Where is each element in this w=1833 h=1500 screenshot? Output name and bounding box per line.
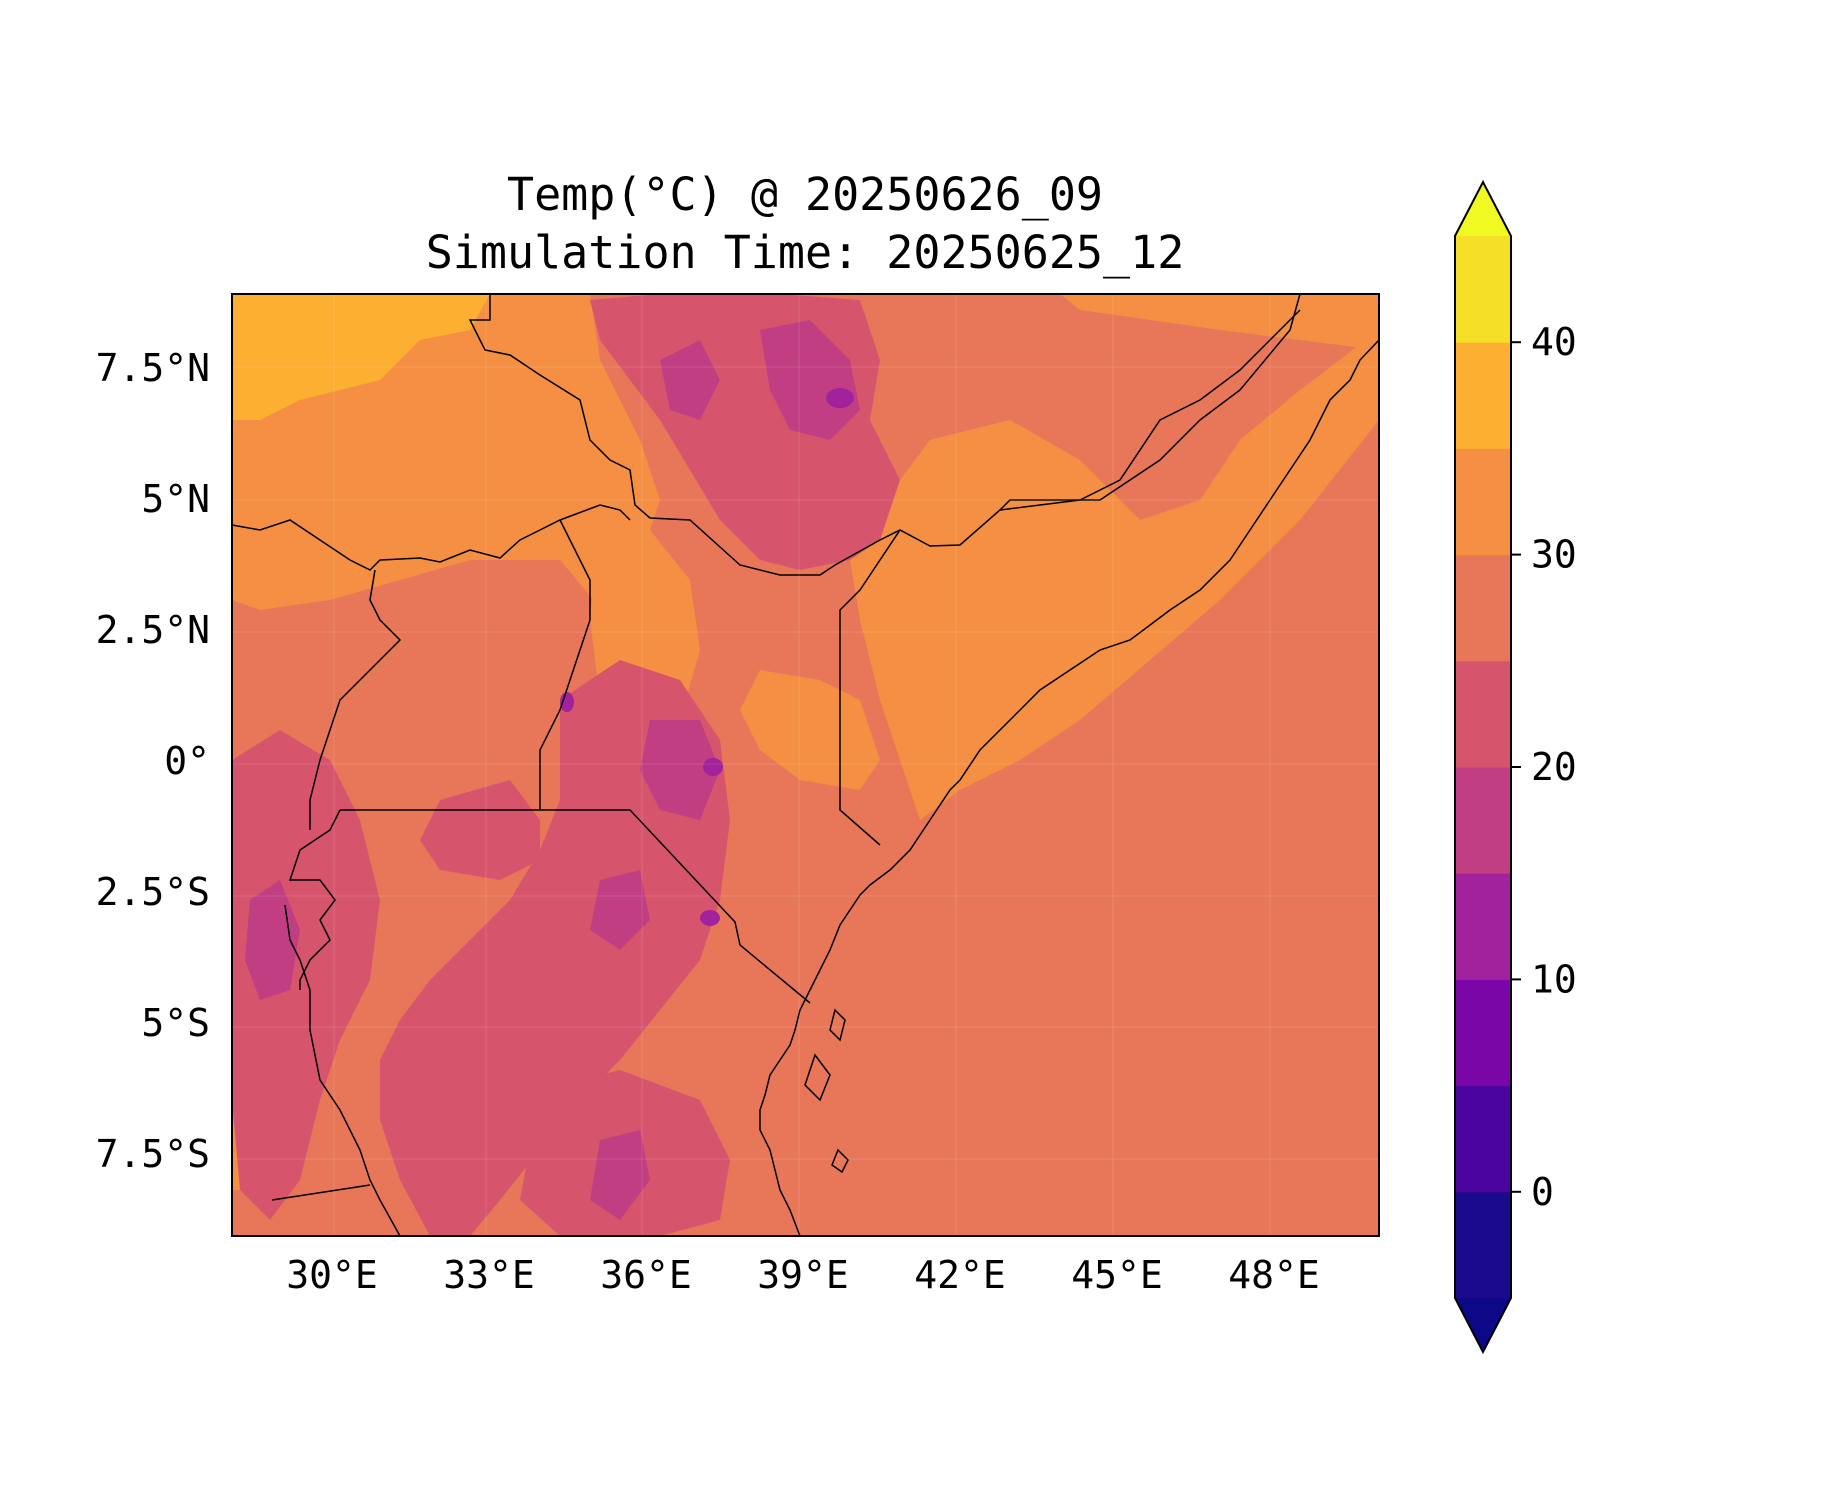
temp-region-20-25-west-rift xyxy=(232,730,380,1220)
temp-region-20-25-east-africa-highlands xyxy=(380,660,730,1236)
temp-region-20-25-uganda-lake xyxy=(420,780,540,880)
colorbar-segment xyxy=(1455,448,1511,556)
map-panel xyxy=(232,294,1379,1236)
map-frame xyxy=(231,293,1380,1237)
lat-tick-label: 5°S xyxy=(141,1001,210,1045)
lon-tick-label: 48°E xyxy=(1228,1253,1320,1297)
island-pemba xyxy=(829,1008,846,1042)
temp-spot-10-15-elgon xyxy=(560,692,574,712)
temp-region-15-20-ethiopia-b xyxy=(660,340,720,420)
border-sudan-south-sudan-ethiopia xyxy=(468,294,1301,576)
colorbar-tick-label: 10 xyxy=(1531,957,1577,1001)
country-borders xyxy=(232,294,1301,1236)
colorbar-segment xyxy=(1455,236,1511,343)
lat-tick-label: 2.5°N xyxy=(96,608,210,652)
temp-region-30-35-horn xyxy=(850,330,1379,820)
border-tanzania-kenya xyxy=(540,809,811,1004)
colorbar-extend-max xyxy=(1455,182,1511,236)
colorbar-segment xyxy=(1455,979,1511,1087)
lat-tick-label: 7.5°S xyxy=(96,1132,210,1176)
border-drc-tanzania xyxy=(284,904,401,1236)
colorbar-segment xyxy=(1455,1085,1511,1193)
map-title-line2: Simulation Time: 20250625_12 xyxy=(426,226,1185,279)
temp-region-30-35-ne-strip xyxy=(1060,294,1379,350)
border-rwanda-burundi xyxy=(288,809,341,990)
colorbar-segment xyxy=(1455,554,1511,662)
temp-region-15-20-kenya-highlands xyxy=(640,720,720,820)
temp-spot-10-15-mt-kenya xyxy=(703,758,723,776)
lat-tick-label: 5°N xyxy=(141,477,210,521)
lat-tick-label: 7.5°N xyxy=(96,346,210,390)
lon-tick-label: 36°E xyxy=(600,1253,692,1297)
temp-spot-10-15-ethiopia xyxy=(826,388,854,408)
lon-tick-labels: 30°E 33°E 36°E 39°E 42°E 45°E 48°E xyxy=(286,1253,1320,1297)
colorbar-tick-label: 40 xyxy=(1531,320,1577,364)
temp-region-30-35-kenya xyxy=(740,670,880,790)
temp-region-35-40-northwest xyxy=(232,294,490,420)
lon-tick-label: 39°E xyxy=(757,1253,849,1297)
temp-region-15-20-tz-south xyxy=(590,1130,650,1220)
lat-tick-labels: 7.5°N 5°N 2.5°N 0° 2.5°S 5°S 7.5°S xyxy=(96,346,210,1176)
island-mafia xyxy=(831,1148,849,1174)
colorbar-extend-min xyxy=(1455,1298,1511,1352)
lon-tick-label: 45°E xyxy=(1071,1253,1163,1297)
lon-tick-label: 42°E xyxy=(914,1253,1006,1297)
colorbar-segment xyxy=(1455,767,1511,874)
border-uganda-kenya xyxy=(539,519,591,810)
border-kenya-ethiopia-somalia xyxy=(839,529,901,846)
island-zanzibar xyxy=(804,1053,831,1102)
border-uganda-drc xyxy=(309,569,402,830)
colorbar: 0 10 20 30 40 xyxy=(1454,179,1577,1355)
lat-tick-label: 0° xyxy=(164,739,210,783)
border-zambia-tanzania xyxy=(271,1184,371,1201)
temp-region-15-20-tz-north xyxy=(590,870,650,950)
colorbar-tick-label: 30 xyxy=(1531,533,1577,577)
coastline xyxy=(759,339,1379,1236)
lon-tick-label: 33°E xyxy=(443,1253,535,1297)
map-title-line1: Temp(°C) @ 20250626_09 xyxy=(507,168,1103,221)
colorbar-tick-label: 0 xyxy=(1531,1170,1554,1214)
colorbar-segment xyxy=(1455,1191,1511,1299)
colorbar-segment xyxy=(1455,873,1511,980)
border-south-sudan-uganda-kenya xyxy=(232,504,631,571)
colorbar-outline xyxy=(1454,179,1512,1355)
colorbar-segment xyxy=(1455,342,1511,449)
lon-tick-label: 30°E xyxy=(286,1253,378,1297)
colorbar-tick-label: 20 xyxy=(1531,745,1577,789)
border-somalia-ethiopia xyxy=(999,309,1301,511)
temp-spot-10-15-kilimanjaro xyxy=(700,910,720,926)
temp-region-15-20-ethiopia-a xyxy=(760,320,860,440)
graticule xyxy=(232,294,1379,1236)
lat-tick-label: 2.5°S xyxy=(96,870,210,914)
colorbar-segment xyxy=(1455,660,1511,768)
